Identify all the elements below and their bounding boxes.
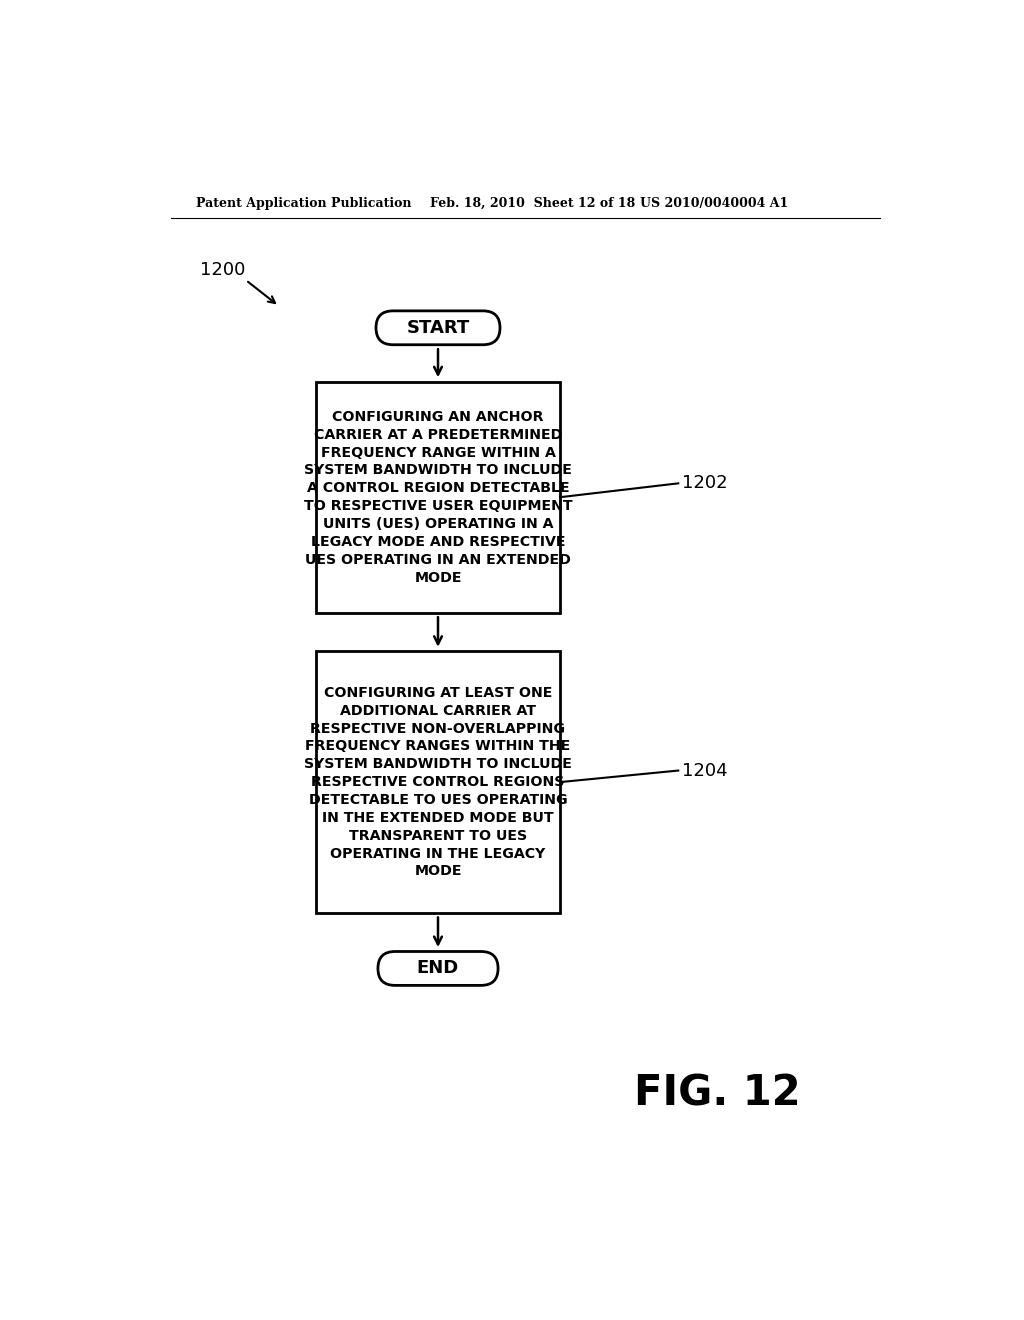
Text: 1204: 1204 bbox=[682, 762, 728, 780]
Text: Feb. 18, 2010  Sheet 12 of 18: Feb. 18, 2010 Sheet 12 of 18 bbox=[430, 197, 636, 210]
Text: END: END bbox=[417, 960, 459, 977]
Text: CONFIGURING AT LEAST ONE
ADDITIONAL CARRIER AT
RESPECTIVE NON-OVERLAPPING
FREQUE: CONFIGURING AT LEAST ONE ADDITIONAL CARR… bbox=[304, 686, 572, 878]
FancyBboxPatch shape bbox=[376, 312, 500, 345]
Text: 1202: 1202 bbox=[682, 474, 728, 492]
Text: 1200: 1200 bbox=[200, 261, 246, 279]
Bar bbox=[316, 651, 560, 913]
Text: US 2010/0040004 A1: US 2010/0040004 A1 bbox=[640, 197, 787, 210]
Text: START: START bbox=[407, 319, 470, 337]
Text: Patent Application Publication: Patent Application Publication bbox=[197, 197, 412, 210]
Bar bbox=[316, 381, 560, 612]
FancyBboxPatch shape bbox=[378, 952, 498, 985]
Text: CONFIGURING AN ANCHOR
CARRIER AT A PREDETERMINED
FREQUENCY RANGE WITHIN A
SYSTEM: CONFIGURING AN ANCHOR CARRIER AT A PREDE… bbox=[304, 411, 572, 585]
Text: FIG. 12: FIG. 12 bbox=[634, 1073, 801, 1115]
